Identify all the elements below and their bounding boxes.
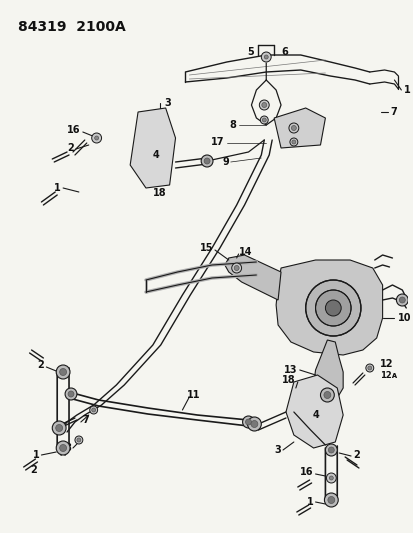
Text: 9: 9 (221, 157, 228, 167)
Text: 16: 16 (299, 467, 313, 477)
Text: 18: 18 (152, 188, 166, 198)
Text: 8: 8 (64, 443, 71, 453)
Circle shape (242, 416, 254, 428)
Text: 11: 11 (187, 390, 200, 400)
Circle shape (52, 421, 66, 435)
Circle shape (204, 158, 209, 164)
Circle shape (247, 417, 261, 431)
Text: 2: 2 (352, 450, 359, 460)
Circle shape (75, 436, 83, 444)
Text: 4: 4 (311, 410, 318, 420)
Circle shape (231, 263, 241, 273)
Circle shape (59, 445, 66, 451)
Circle shape (328, 447, 333, 453)
Text: 8: 8 (229, 120, 236, 130)
Circle shape (59, 368, 66, 376)
Text: 84319  2100A: 84319 2100A (18, 20, 125, 34)
Circle shape (327, 497, 334, 504)
Circle shape (92, 408, 95, 412)
Text: 5: 5 (247, 47, 254, 57)
Text: 2: 2 (67, 143, 74, 153)
Text: 7: 7 (82, 415, 88, 425)
Text: 10: 10 (397, 313, 411, 323)
Circle shape (329, 476, 332, 480)
Circle shape (399, 297, 404, 303)
Text: 3: 3 (274, 445, 280, 455)
Circle shape (323, 392, 330, 399)
Circle shape (325, 300, 340, 316)
Text: 4: 4 (152, 150, 159, 160)
Circle shape (65, 388, 77, 400)
Text: 17: 17 (211, 137, 224, 147)
Text: 1: 1 (54, 183, 61, 193)
Circle shape (56, 424, 62, 432)
Polygon shape (313, 340, 342, 400)
Text: 12ᴀ: 12ᴀ (379, 372, 396, 381)
Text: 15: 15 (199, 243, 212, 253)
Circle shape (56, 441, 70, 455)
Circle shape (90, 406, 97, 414)
Circle shape (201, 155, 212, 167)
Circle shape (261, 102, 266, 108)
Text: 14: 14 (238, 247, 252, 257)
Circle shape (245, 419, 251, 425)
Polygon shape (273, 108, 325, 148)
Circle shape (261, 52, 271, 62)
Circle shape (288, 123, 298, 133)
Polygon shape (275, 260, 382, 355)
Circle shape (325, 473, 335, 483)
Circle shape (92, 133, 101, 143)
Circle shape (259, 100, 268, 110)
Text: 3: 3 (164, 98, 171, 108)
Text: 16: 16 (67, 125, 81, 135)
Text: 18: 18 (282, 375, 295, 385)
Circle shape (365, 364, 373, 372)
Circle shape (325, 444, 337, 456)
Text: 2: 2 (38, 360, 44, 370)
Circle shape (396, 294, 407, 306)
Text: 13: 13 (284, 365, 297, 375)
Circle shape (95, 136, 98, 140)
Circle shape (315, 290, 350, 326)
Circle shape (305, 280, 360, 336)
Circle shape (291, 140, 295, 144)
Circle shape (320, 388, 333, 402)
Circle shape (77, 438, 81, 442)
Circle shape (234, 265, 239, 271)
Polygon shape (130, 108, 175, 188)
Circle shape (367, 366, 371, 370)
Circle shape (68, 391, 74, 397)
Polygon shape (285, 375, 342, 448)
Text: 2: 2 (31, 465, 38, 475)
Text: 6: 6 (280, 47, 287, 57)
Text: 1: 1 (404, 85, 410, 95)
Polygon shape (224, 255, 280, 300)
Circle shape (324, 493, 337, 507)
Circle shape (262, 118, 266, 122)
Circle shape (289, 138, 297, 146)
Circle shape (291, 125, 296, 131)
Circle shape (263, 55, 268, 59)
Text: 12: 12 (379, 359, 392, 369)
Circle shape (260, 116, 268, 124)
Text: 1: 1 (33, 450, 39, 460)
Text: 1: 1 (306, 497, 313, 507)
Circle shape (250, 421, 257, 427)
Text: 7: 7 (389, 107, 396, 117)
Circle shape (56, 365, 70, 379)
